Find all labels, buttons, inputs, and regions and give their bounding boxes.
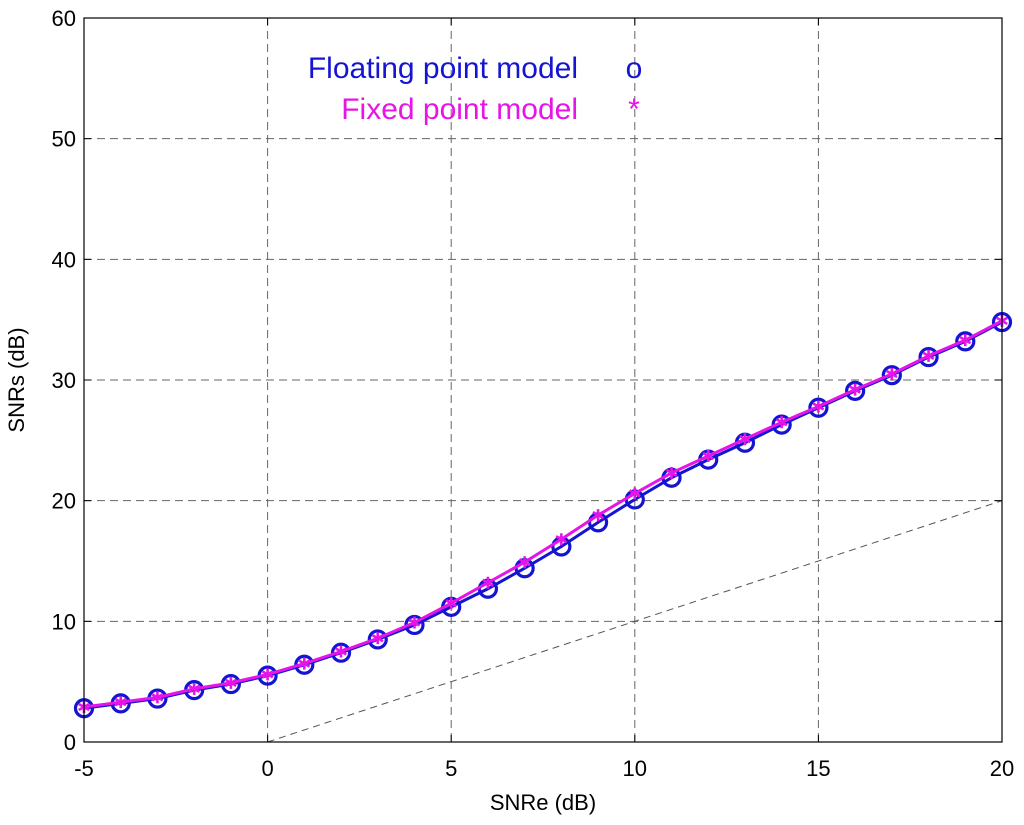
legend-entry-floating: Floating point model <box>308 52 578 85</box>
point-fixed <box>371 632 384 645</box>
point-fixed <box>114 696 127 709</box>
x-tick-label: 15 <box>806 756 830 781</box>
point-fixed <box>555 533 568 546</box>
point-fixed <box>151 691 164 704</box>
x-tick-label: -5 <box>74 756 94 781</box>
point-fixed <box>592 509 604 522</box>
x-tick-label: 10 <box>623 756 647 781</box>
point-fixed <box>188 682 201 695</box>
point-fixed <box>518 556 531 569</box>
point-fixed <box>665 466 678 479</box>
point-fixed <box>445 597 458 610</box>
x-axis-label: SNRe (dB) <box>490 790 596 815</box>
y-axis-label: SNRs (dB) <box>4 327 29 432</box>
y-tick-label: 60 <box>52 6 76 31</box>
point-fixed <box>408 616 421 629</box>
y-tick-label: 40 <box>52 247 76 272</box>
x-tick-label: 20 <box>990 756 1014 781</box>
point-fixed <box>775 416 788 429</box>
point-fixed <box>885 367 898 380</box>
point-floating <box>808 397 829 418</box>
y-tick-label: 30 <box>52 368 76 393</box>
legend: Floating point model o Fixed point model… <box>308 52 643 126</box>
x-tick-label: 0 <box>261 756 273 781</box>
point-fixed <box>959 334 972 347</box>
point-fixed <box>298 657 311 670</box>
y-tick-label: 10 <box>52 609 76 634</box>
reference-line <box>267 500 1003 743</box>
point-fixed <box>922 349 935 362</box>
point-floating <box>845 380 866 401</box>
y-tick-label: 20 <box>52 489 76 514</box>
point-fixed <box>849 383 861 396</box>
point-floating <box>881 365 902 386</box>
x-tick-label: 5 <box>445 756 457 781</box>
point-fixed <box>628 487 641 500</box>
point-floating <box>367 629 388 650</box>
series-line-fixed <box>83 319 1003 709</box>
point-fixed <box>225 676 237 689</box>
point-fixed <box>482 576 494 589</box>
point-fixed <box>261 668 274 681</box>
grid <box>84 18 1002 742</box>
point-fixed <box>335 645 347 658</box>
legend-marker-floating: o <box>626 52 643 85</box>
point-fixed <box>702 450 715 463</box>
point-floating <box>955 331 976 352</box>
point-floating <box>330 642 352 663</box>
point-floating <box>918 346 939 368</box>
point-fixed <box>812 400 825 413</box>
y-tick-label: 0 <box>64 730 76 755</box>
point-fixed <box>739 433 751 446</box>
y-tick-label: 50 <box>52 127 76 152</box>
legend-marker-fixed: * <box>628 93 640 126</box>
legend-entry-fixed: Fixed point model <box>341 93 578 126</box>
reference-line-group <box>267 500 1003 743</box>
